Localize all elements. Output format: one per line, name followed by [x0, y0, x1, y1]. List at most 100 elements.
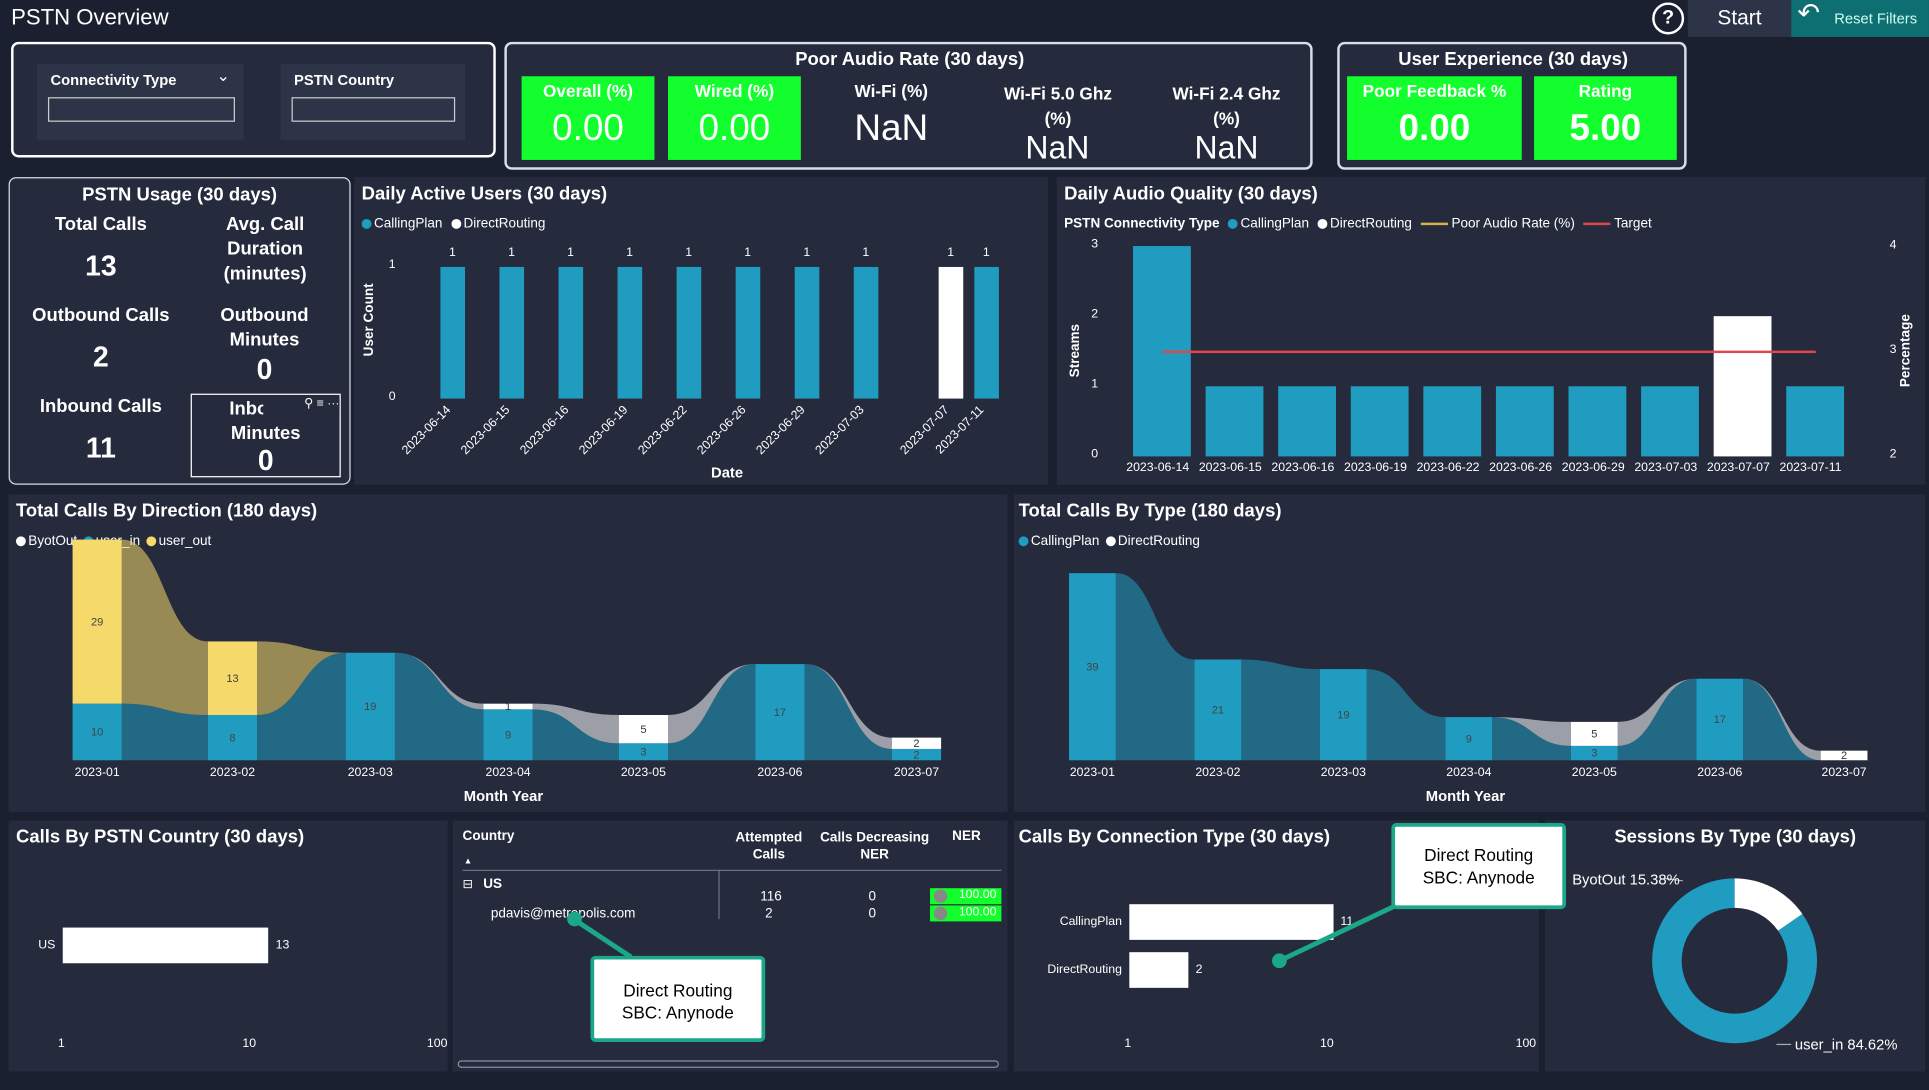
legend-dot: [1317, 219, 1328, 229]
dau-data-label: 1: [508, 246, 515, 260]
daq-bar: [1278, 386, 1336, 457]
ribbon-band: [667, 664, 756, 744]
dau-bar: [735, 266, 761, 399]
legend-calling: CallingPlan: [1240, 216, 1309, 232]
poor-feedback-value: 0.00: [1398, 108, 1471, 149]
filter-icon[interactable]: ≡: [316, 397, 324, 411]
legend-calling: CallingPlan: [373, 216, 443, 232]
group-ner: 100.00: [958, 888, 997, 902]
legend-direct: DirectRouting: [1329, 216, 1412, 232]
daq-xtick: 2023-06-29: [1561, 461, 1625, 475]
help-button[interactable]: ?: [1652, 2, 1685, 35]
ribbon-xtick: 2023-07: [894, 765, 939, 779]
col-ner[interactable]: NER: [952, 829, 981, 844]
ribbon-data-label: 39: [1086, 661, 1098, 673]
more-options-icon[interactable]: ···: [327, 397, 340, 411]
ribbon-band: [667, 664, 756, 761]
col-decreasing[interactable]: Calls Decreasing NER: [820, 830, 930, 863]
pin-icon[interactable]: ⚲: [304, 397, 314, 411]
legend-target: Target: [1614, 216, 1652, 232]
minus-square-icon[interactable]: ⊟: [462, 878, 473, 892]
daq-bar: [1205, 386, 1264, 457]
visual-header-icons[interactable]: ⚲ ≡ ···: [263, 397, 340, 415]
start-button[interactable]: Start: [1687, 0, 1792, 37]
dau-bar: [440, 266, 466, 399]
donut-slice: [1652, 878, 1818, 1044]
dau-data-label: 1: [862, 246, 870, 260]
user-experience-title: User Experience (30 days): [1398, 49, 1629, 71]
dau-data-label: 1: [626, 246, 634, 260]
daq-title: Daily Audio Quality (30 days): [1064, 183, 1318, 205]
col-country[interactable]: Country: [462, 829, 515, 844]
ribbon-band: [532, 709, 619, 761]
dau-bar: [974, 266, 999, 399]
daily-active-users-panel: Daily Active Users (30 days) CallingPlan…: [354, 177, 1049, 485]
outbound-calls-value: 2: [92, 340, 109, 373]
conn-plot-category: CallingPlan: [1059, 914, 1122, 929]
connectivity-type-slicer[interactable]: Connectivity Type ⌄: [36, 63, 244, 141]
chevron-down-icon[interactable]: ⌄: [216, 66, 230, 85]
legend-poor-audio: Poor Audio Rate (%): [1451, 216, 1575, 232]
ribbon-band: [532, 703, 619, 744]
ribbon-data-label: 3: [1591, 748, 1597, 760]
ribbon-band: [121, 703, 208, 761]
ribbon-band: [1743, 678, 1821, 761]
dau-bar: [617, 266, 643, 399]
ribbon-data-label: 3: [640, 746, 646, 758]
target-line: [1162, 350, 1816, 354]
dau-bar: [558, 266, 584, 399]
ribbon-xtick: 2023-04: [1446, 765, 1491, 779]
ribbon-xtick: 2023-05: [1572, 765, 1617, 779]
wifi24-kpi: Wi-Fi 2.4 Ghz (%) NaN: [1147, 76, 1307, 165]
filters-card: Connectivity Type ⌄ PSTN Country: [11, 41, 496, 158]
legend-calling: CallingPlan: [1030, 533, 1100, 549]
sessions-title: Sessions By Type (30 days): [1614, 826, 1857, 848]
table-row[interactable]: ⊟ US: [463, 872, 1002, 892]
dau-data-label: 1: [744, 246, 752, 260]
daq-y2tick: 3: [1889, 343, 1897, 357]
outbound-calls-label: Outbound Calls: [32, 305, 170, 327]
column-divider: [718, 869, 720, 919]
legend-dot: [1228, 219, 1239, 229]
ribbon-data-label: 5: [1591, 729, 1597, 741]
daq-xtick: 2023-06-19: [1343, 461, 1407, 475]
table-row-user[interactable]: pdavis@metropolis.com: [490, 906, 636, 922]
inbound-minutes-visual[interactable]: Inbound Minutes 0 ⚲ ≡ ···: [190, 393, 341, 478]
horizontal-scrollbar[interactable]: [457, 1060, 999, 1068]
ribbon-bar: [483, 709, 533, 761]
connectivity-type-input[interactable]: [47, 97, 235, 122]
ribbon-band: [394, 652, 484, 710]
legend-byot: ByotOut: [28, 533, 78, 549]
ribbon-bar: [207, 714, 258, 761]
calls-by-type-panel: Total Calls By Type (180 days) CallingPl…: [1013, 494, 1926, 812]
pstn-country-slicer[interactable]: PSTN Country: [280, 63, 466, 141]
conn-plot-xtick: 1: [1124, 1037, 1132, 1051]
ribbon-band: [394, 652, 484, 761]
ribbon-data-label: 5: [640, 724, 646, 736]
row-ner-cell: 100.00: [930, 905, 1002, 922]
donut-slice: [1734, 878, 1803, 931]
ribbon-bar: [72, 539, 122, 704]
ribbon-data-label: 9: [505, 729, 511, 741]
scroll-up-icon[interactable]: ▲: [463, 857, 473, 867]
ribbon-xtick: 2023-04: [486, 765, 531, 779]
conn-plot: 1 10 100 CallingPlan 11 DirectRouting 2: [1014, 870, 1539, 1072]
legend-direct: DirectRouting: [463, 216, 546, 232]
legend-dot: [1105, 536, 1116, 547]
col-attempted[interactable]: Attempted Calls: [735, 830, 803, 863]
calls-by-direction-panel: Total Calls By Direction (180 days) Byot…: [8, 494, 1008, 812]
ribbon-band: [121, 539, 208, 715]
dau-data-label: 1: [449, 246, 456, 260]
pstn-country-input[interactable]: [291, 97, 456, 122]
conn-plot-xtick: 100: [1515, 1037, 1537, 1051]
legend-line: [1583, 222, 1611, 226]
dau-plot: 0 1 1 2023-06-14 1 2023-06-15 1 2023-06-16 1 2023…: [389, 246, 1043, 458]
daq-y2tick: 4: [1889, 238, 1897, 253]
reset-filters-button[interactable]: ↶ Reset Filters: [1791, 0, 1929, 37]
help-icon: ?: [1662, 7, 1675, 29]
group-attempted: 116: [760, 889, 782, 905]
wifi5-label: Wi-Fi 5.0 Ghz (%): [1003, 83, 1112, 128]
wired-kpi: Wired (%) 0.00: [667, 76, 801, 160]
daq-bar: [1495, 386, 1554, 457]
